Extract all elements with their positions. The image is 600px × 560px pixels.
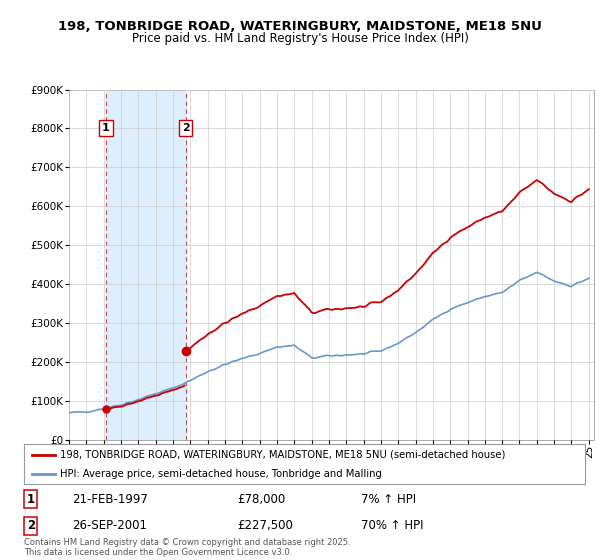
Text: 1: 1 [26,493,35,506]
Text: 7% ↑ HPI: 7% ↑ HPI [361,493,416,506]
Text: 2: 2 [26,519,35,532]
Text: 21-FEB-1997: 21-FEB-1997 [71,493,148,506]
Text: £78,000: £78,000 [237,493,286,506]
Text: 198, TONBRIDGE ROAD, WATERINGBURY, MAIDSTONE, ME18 5NU (semi-detached house): 198, TONBRIDGE ROAD, WATERINGBURY, MAIDS… [61,450,506,460]
Text: 1: 1 [102,123,110,133]
Text: 26-SEP-2001: 26-SEP-2001 [71,519,146,532]
Text: 2: 2 [182,123,190,133]
Text: £227,500: £227,500 [237,519,293,532]
Bar [106,90,185,440]
Text: HPI: Average price, semi-detached house, Tonbridge and Malling: HPI: Average price, semi-detached house,… [61,469,382,479]
Text: 198, TONBRIDGE ROAD, WATERINGBURY, MAIDSTONE, ME18 5NU: 198, TONBRIDGE ROAD, WATERINGBURY, MAIDS… [58,20,542,32]
Text: Contains HM Land Registry data © Crown copyright and database right 2025.
This d: Contains HM Land Registry data © Crown c… [24,538,350,557]
Text: 70% ↑ HPI: 70% ↑ HPI [361,519,423,532]
Text: Price paid vs. HM Land Registry's House Price Index (HPI): Price paid vs. HM Land Registry's House … [131,32,469,45]
